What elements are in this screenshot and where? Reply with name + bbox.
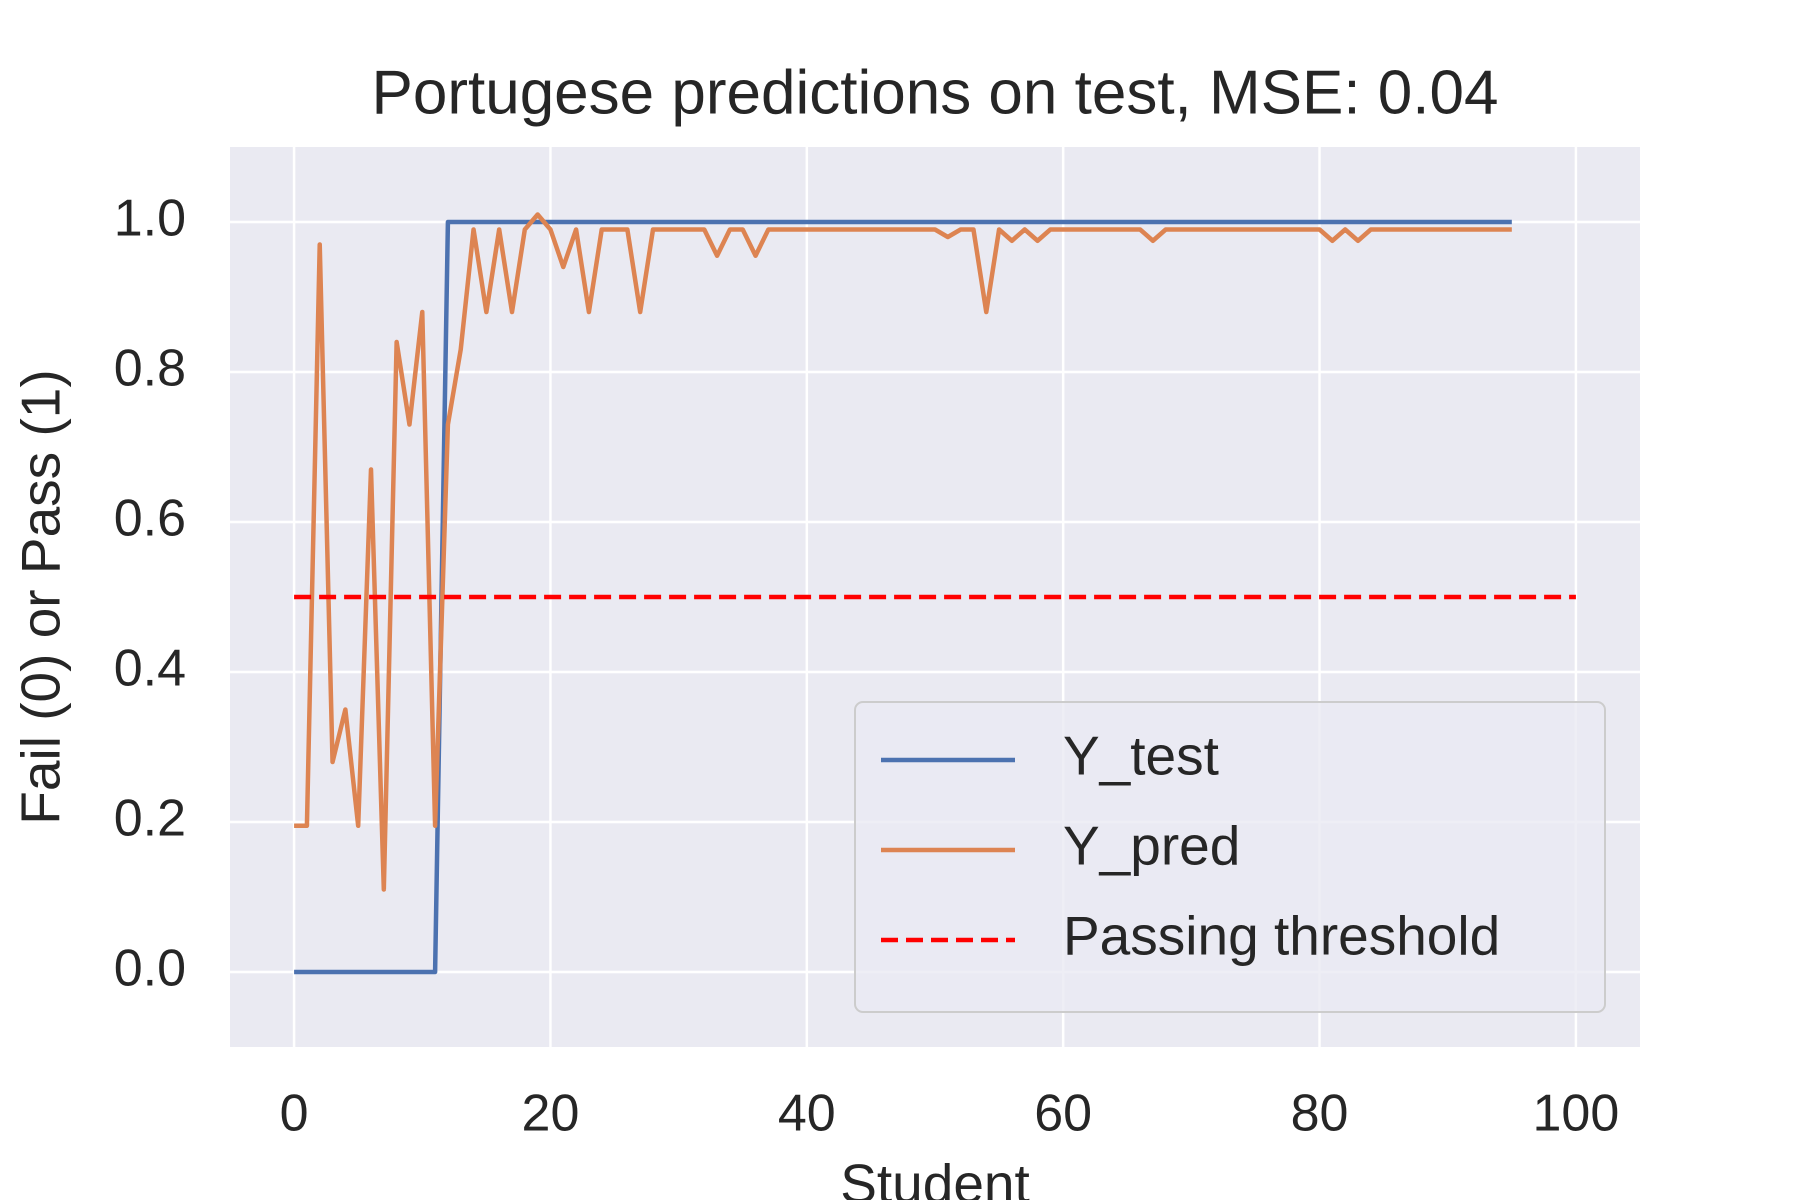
y-tick-label: 0.6 [114, 490, 186, 548]
legend-label: Passing threshold [1063, 905, 1500, 967]
y-tick-label: 0.2 [114, 790, 186, 848]
x-tick-label: 20 [522, 1085, 580, 1143]
x-tick-label: 60 [1034, 1085, 1092, 1143]
y-tick-label: 0.8 [114, 340, 186, 398]
chart-title: Portugese predictions on test, MSE: 0.04 [372, 58, 1499, 127]
y-tick-label: 0.4 [114, 640, 186, 698]
legend: Y_test Y_pred Passing threshold [854, 701, 1606, 1013]
legend-label: Y_test [1063, 725, 1219, 787]
x-tick-label: 100 [1533, 1085, 1620, 1143]
legend-box [854, 701, 1606, 1013]
legend-label: Y_pred [1063, 815, 1240, 877]
data-line [294, 219, 1512, 975]
data-line [294, 212, 1512, 892]
y-tick-label: 1.0 [114, 190, 186, 248]
y-tick-label: 0.0 [114, 940, 186, 998]
x-tick-label: 40 [778, 1085, 836, 1143]
y-axis-label: Fail (0) or Pass (1) [10, 369, 72, 824]
x-tick-label: 80 [1291, 1085, 1349, 1143]
x-axis-label: Student [840, 1153, 1030, 1200]
x-tick-label: 0 [280, 1085, 309, 1143]
